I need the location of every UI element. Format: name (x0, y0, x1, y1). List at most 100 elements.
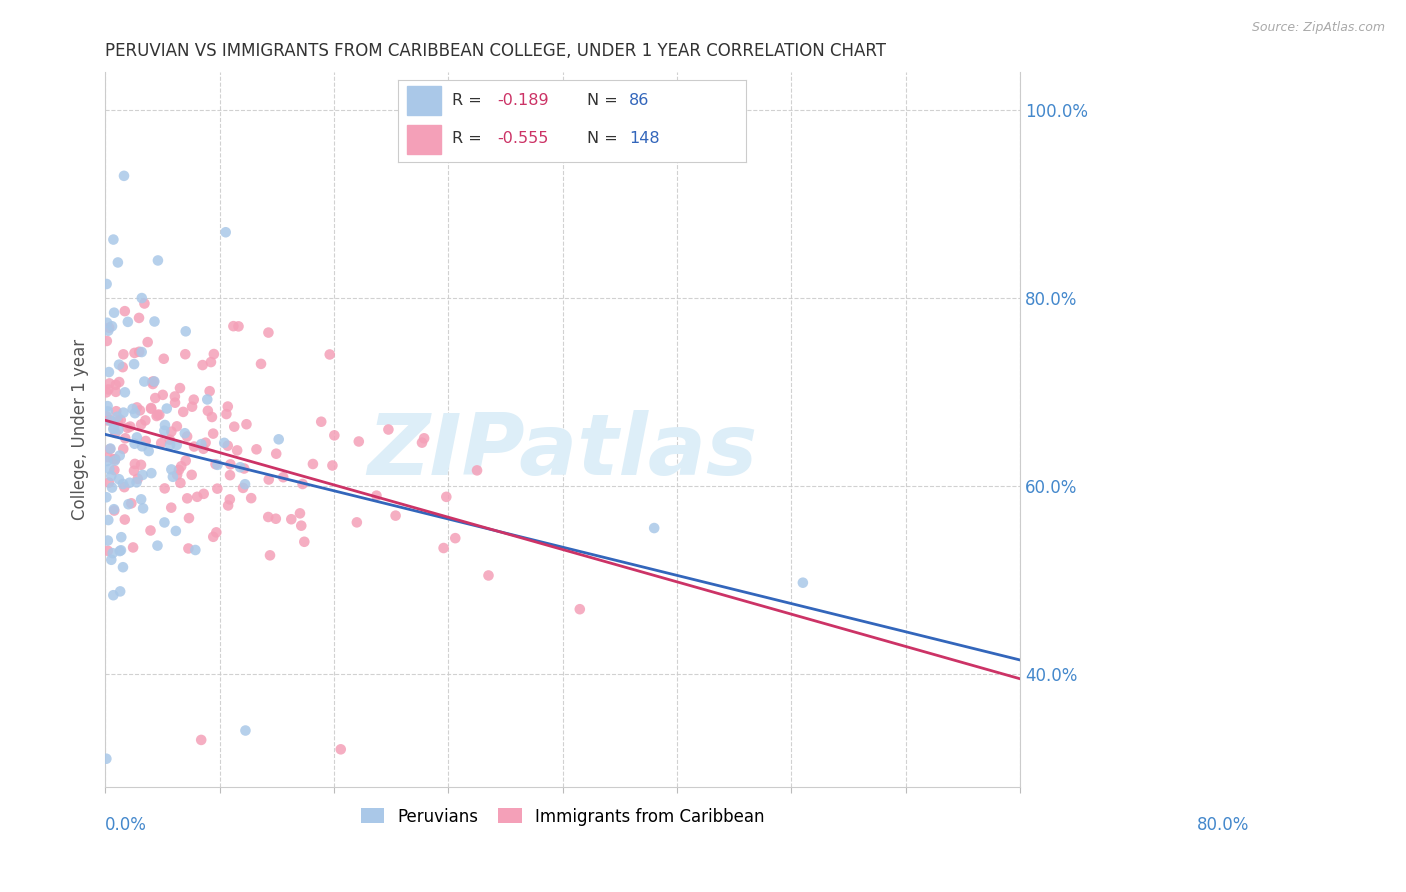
Point (288, 507, 311, 521)
Point (124, 457, 146, 471)
Point (104, 384, 127, 399)
Point (792, 575, 814, 590)
Point (219, 458, 242, 472)
Legend: Peruvians, Immigrants from Caribbean: Peruvians, Immigrants from Caribbean (354, 801, 772, 832)
Point (134, 413, 156, 427)
Point (153, 516, 176, 530)
Point (366, 489, 388, 503)
Point (146, 539, 169, 553)
Text: 148: 148 (630, 131, 659, 145)
Point (96, 490, 118, 504)
Point (96, 409, 118, 424)
Point (347, 434, 370, 449)
Point (96, 277, 118, 291)
Point (291, 477, 314, 491)
Point (259, 549, 281, 563)
Point (165, 524, 187, 538)
Point (264, 512, 287, 526)
Point (217, 499, 239, 513)
Point (257, 326, 280, 340)
Point (190, 437, 212, 451)
Point (200, 355, 222, 369)
Point (131, 467, 153, 482)
Point (183, 392, 205, 407)
Point (413, 431, 436, 445)
Point (152, 388, 174, 402)
Point (98, 442, 121, 457)
Point (104, 452, 127, 467)
Point (233, 477, 256, 491)
Point (264, 447, 287, 461)
Text: -0.555: -0.555 (498, 131, 548, 145)
Point (222, 319, 245, 334)
Point (202, 530, 225, 544)
Point (434, 490, 457, 504)
Point (235, 417, 257, 432)
Point (134, 375, 156, 389)
Point (112, 347, 135, 361)
Point (114, 431, 136, 445)
Point (114, 512, 136, 526)
Point (117, 497, 139, 511)
Point (150, 436, 173, 450)
Point (120, 496, 142, 510)
Point (122, 541, 145, 555)
Point (232, 481, 254, 495)
Point (97, 365, 120, 379)
Point (104, 453, 127, 467)
Point (122, 357, 145, 371)
Point (194, 435, 217, 450)
Point (384, 508, 406, 523)
Point (156, 401, 179, 416)
Point (280, 512, 302, 526)
Point (228, 319, 250, 334)
Text: R =: R = (451, 131, 486, 145)
Point (302, 457, 325, 471)
Point (202, 426, 225, 441)
Point (568, 602, 591, 616)
Point (139, 524, 162, 538)
Point (103, 233, 125, 247)
Point (96, 385, 118, 400)
Text: N =: N = (588, 93, 623, 108)
Point (114, 304, 136, 318)
Point (129, 458, 152, 472)
Point (117, 315, 139, 329)
Point (145, 409, 167, 423)
Point (134, 296, 156, 310)
Point (110, 413, 132, 427)
Point (131, 291, 153, 305)
Point (309, 415, 332, 429)
Point (111, 360, 134, 375)
Point (103, 502, 125, 516)
Point (170, 459, 193, 474)
Point (465, 463, 488, 477)
Point (217, 439, 239, 453)
Point (166, 419, 188, 434)
Point (215, 407, 238, 421)
Point (167, 463, 190, 477)
Point (218, 492, 240, 507)
Point (114, 385, 136, 400)
Point (240, 491, 263, 505)
Point (148, 408, 170, 422)
Point (110, 543, 132, 558)
Point (110, 530, 132, 544)
Point (129, 492, 152, 507)
Point (204, 457, 226, 471)
Point (136, 335, 159, 350)
Point (174, 453, 197, 467)
Point (118, 475, 141, 490)
Point (153, 482, 176, 496)
Point (100, 553, 122, 567)
Point (181, 400, 204, 414)
Point (432, 541, 454, 555)
Point (97, 399, 120, 413)
Point (176, 491, 198, 506)
Point (177, 511, 200, 525)
Point (103, 503, 125, 517)
Point (97, 324, 120, 338)
Point (292, 534, 315, 549)
Point (142, 377, 165, 392)
Point (173, 426, 195, 441)
